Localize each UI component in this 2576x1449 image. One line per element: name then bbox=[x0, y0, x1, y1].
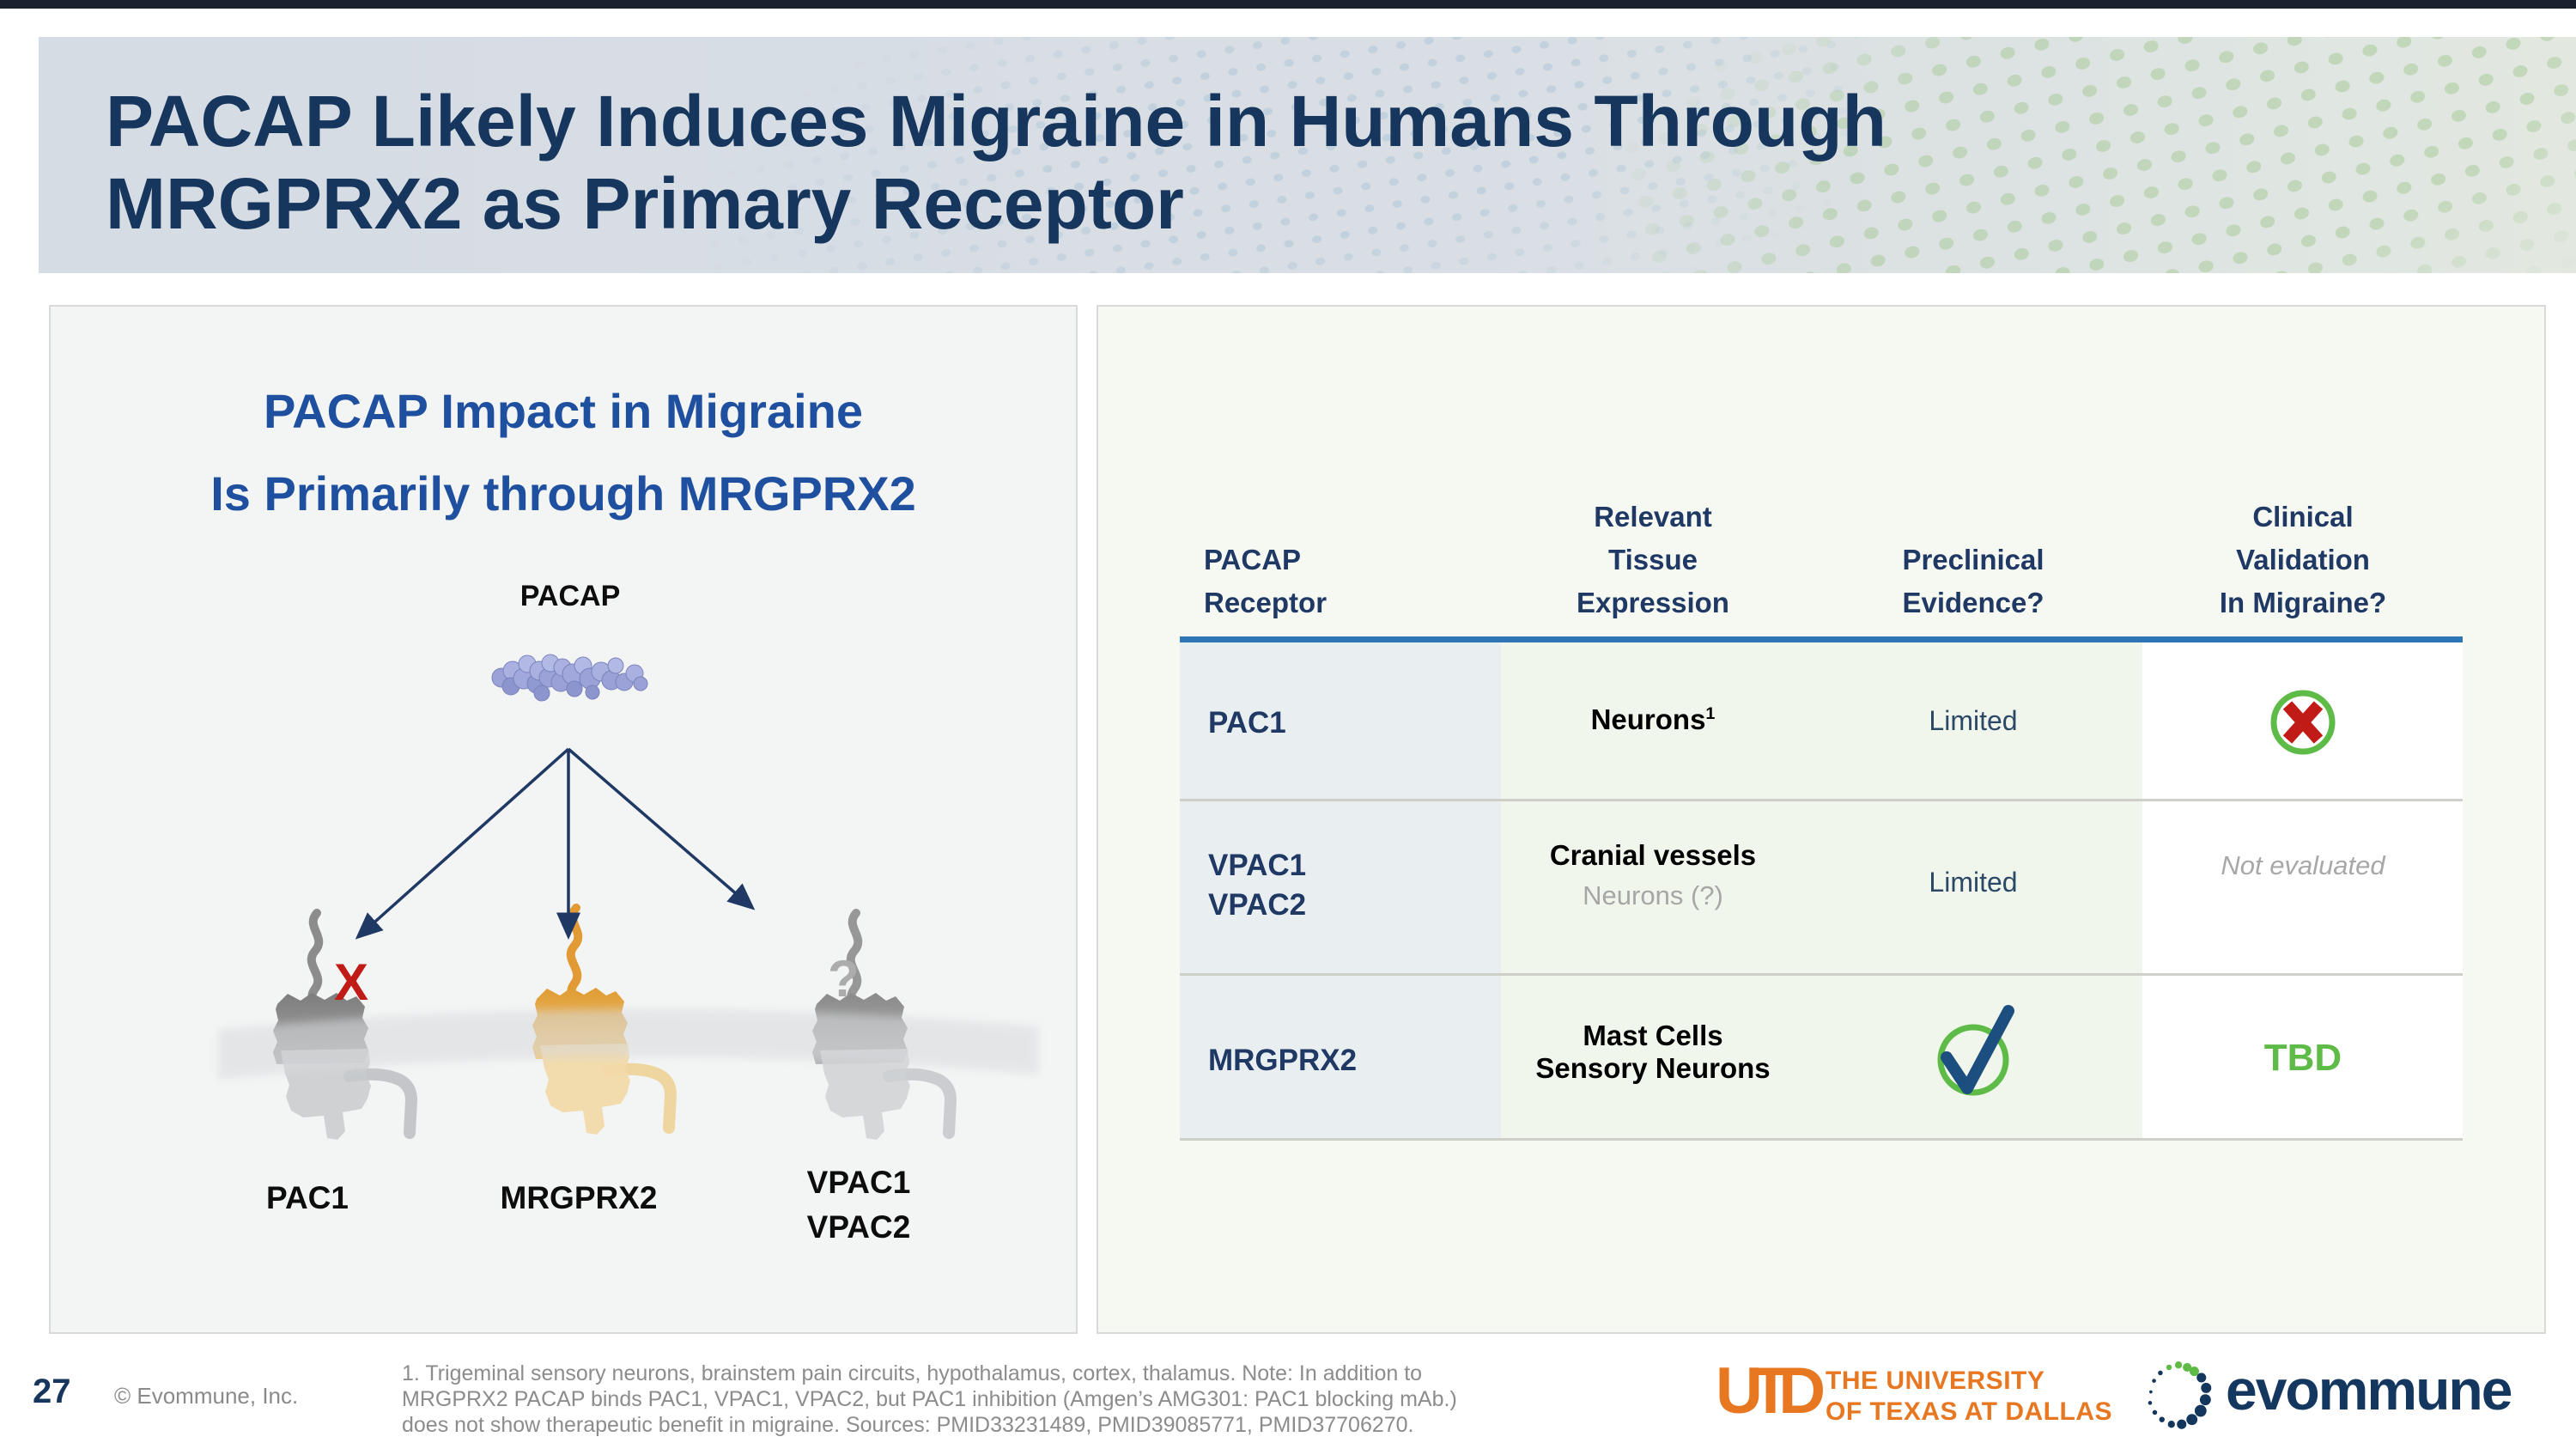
footnote: 1. Trigeminal sensory neurons, brainstem… bbox=[402, 1361, 1457, 1438]
page-number: 27 bbox=[33, 1373, 71, 1410]
blocked-x-mark: X bbox=[334, 953, 369, 1011]
col-header-clinical: Clinical Validation In Migraine? bbox=[2219, 501, 2387, 618]
uncertain-question-mark: ? bbox=[828, 950, 860, 1008]
row1-preclinical: Limited bbox=[1929, 705, 2018, 736]
receptor-label-vpac2: VPAC2 bbox=[806, 1209, 911, 1245]
membrane-band bbox=[218, 1008, 1038, 1080]
receptor-label-mrgprx2: MRGPRX2 bbox=[500, 1180, 658, 1215]
row2-preclinical: Limited bbox=[1929, 867, 2018, 898]
row1-receptor: PAC1 bbox=[1208, 706, 1286, 740]
receptor-label-pac1: PAC1 bbox=[266, 1180, 349, 1215]
receptor-label-vpac: VPAC1 VPAC2 bbox=[773, 1160, 945, 1250]
row3-clinical-tbd: TBD bbox=[2263, 1037, 2342, 1079]
check-in-circle-icon bbox=[1937, 1005, 2014, 1096]
pacap-molecule-illustration bbox=[491, 654, 648, 702]
footnote-line1: 1. Trigeminal sensory neurons, brainstem… bbox=[402, 1361, 1423, 1385]
row3-tissue: Mast Cells Sensory Neurons bbox=[1535, 1020, 1771, 1084]
evommune-wordmark: evommune bbox=[2226, 1358, 2512, 1422]
col-header-receptor: PACAP Receptor bbox=[1204, 544, 1327, 618]
row1-tissue: Neurons1 bbox=[1590, 703, 1716, 735]
evommune-logo: evommune bbox=[2140, 1355, 2552, 1441]
cross-in-circle-icon bbox=[2270, 690, 2336, 755]
left-panel-heading-line1: PACAP Impact in Migraine bbox=[263, 384, 864, 438]
footnote-line3: does not show therapeutic benefit in mig… bbox=[402, 1413, 1414, 1437]
row2-tissue-secondary: Neurons (?) bbox=[1583, 880, 1723, 910]
arrow-to-pac1 bbox=[355, 747, 570, 940]
cell-membrane-and-arrows bbox=[218, 747, 1038, 1080]
title-band: PACAP Likely Induces Migraine in Humans … bbox=[39, 37, 2576, 273]
row3-receptor: MRGPRX2 bbox=[1208, 1044, 1358, 1077]
slide-title-line2: MRGPRX2 as Primary Receptor bbox=[106, 163, 1184, 244]
footnote-line2: MRGPRX2 PACAP binds PAC1, VPAC1, VPAC2, … bbox=[402, 1387, 1457, 1411]
row-separator bbox=[1180, 799, 2463, 801]
table-bottom-rule bbox=[1180, 1138, 2463, 1141]
arrow-to-vpac bbox=[567, 747, 756, 910]
top-strip bbox=[0, 0, 2576, 9]
evidence-panel: PACAP Receptor Relevant Tissue Expressio… bbox=[1097, 305, 2546, 1334]
col-bg-middle bbox=[1501, 642, 2142, 1140]
copyright: © Evommune, Inc. bbox=[114, 1383, 299, 1409]
evommune-mark-icon bbox=[2148, 1361, 2212, 1429]
col-header-tissue: Relevant Tissue Expression bbox=[1577, 501, 1729, 618]
utd-wordmark: THE UNIVERSITY OF TEXAS AT DALLAS bbox=[1826, 1367, 2112, 1426]
left-panel-heading-line2: Is Primarily through MRGPRX2 bbox=[210, 466, 916, 521]
col-header-preclinical: Preclinical Evidence? bbox=[1902, 544, 2044, 618]
utd-monogram: UTD bbox=[1716, 1355, 1826, 1428]
col-bg-receptor bbox=[1180, 642, 1501, 1140]
left-panel-heading: PACAP Impact in Migraine Is Primarily th… bbox=[51, 370, 1076, 535]
row2-tissue: Cranial vessels bbox=[1549, 839, 1757, 871]
pacap-ligand-label: PACAP bbox=[519, 580, 621, 612]
table-header-rule bbox=[1180, 636, 2463, 642]
row2-clinical-not-evaluated: Not evaluated bbox=[2221, 850, 2385, 880]
slide-title-line1: PACAP Likely Induces Migraine in Humans … bbox=[106, 81, 1886, 161]
left-panel: PACAP Impact in Migraine Is Primarily th… bbox=[49, 305, 1078, 1334]
utd-logo: UTD THE UNIVERSITY OF TEXAS AT DALLAS bbox=[1716, 1355, 2128, 1445]
row2-receptor: VPAC1 VPAC2 bbox=[1208, 849, 1307, 922]
footnote-marker: 1 bbox=[1705, 704, 1716, 723]
row-separator bbox=[1180, 973, 2463, 976]
receptor-label-vpac1: VPAC1 bbox=[806, 1165, 911, 1200]
slide-title: PACAP Likely Induces Migraine in Humans … bbox=[106, 80, 1886, 245]
